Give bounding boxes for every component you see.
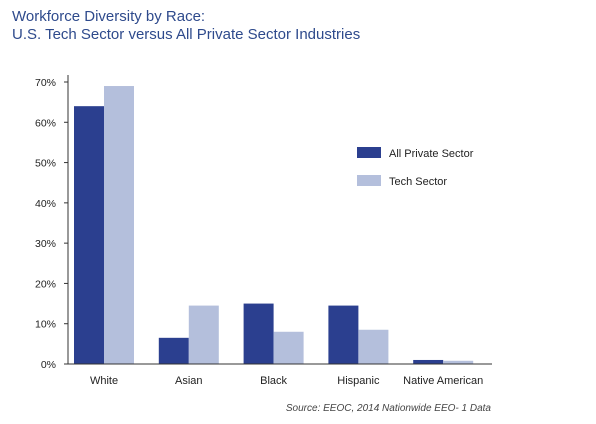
bar-all-private-sector-native-american [413, 359, 444, 364]
legend-label-all-private-sector: All Private Sector [389, 148, 474, 160]
y-tick-label: 10% [35, 319, 56, 331]
y-axis: 0% 10% 20% 30% 40% 50% 60% 70% [35, 77, 68, 371]
bar-tech-sector-native-american [443, 360, 474, 364]
legend-swatch-tech-sector [357, 175, 381, 186]
y-tick-label: 30% [35, 238, 56, 250]
bar-all-private-sector-hispanic [328, 305, 359, 364]
chart-title: Workforce Diversity by Race: [12, 8, 205, 25]
y-tick-label: 50% [35, 158, 56, 170]
chart-subtitle: U.S. Tech Sector versus All Private Sect… [12, 26, 360, 43]
bar-tech-sector-black [273, 331, 304, 364]
source-note: Source: EEOC, 2014 Nationwide EEO- 1 Dat… [286, 403, 492, 414]
bar-all-private-sector-asian [158, 337, 189, 364]
y-tick-label: 60% [35, 117, 56, 129]
y-tick-label: 40% [35, 198, 56, 210]
legend-swatch-all-private-sector [357, 147, 381, 158]
bar-tech-sector-hispanic [358, 329, 389, 364]
bar-all-private-sector-white [74, 106, 104, 365]
x-tick-label: Hispanic [337, 375, 380, 387]
x-tick-label: Asian [175, 375, 203, 387]
x-axis-labels: White Asian Black Hispanic Native American [90, 375, 483, 387]
bar-tech-sector-asian [188, 305, 219, 364]
x-tick-label: Black [260, 375, 287, 387]
bar-all-private-sector-black [243, 303, 274, 364]
y-tick-label: 20% [35, 278, 56, 290]
x-tick-label: Native American [403, 375, 483, 387]
y-tick-label: 0% [41, 359, 56, 371]
bars [74, 86, 474, 365]
bar-tech-sector-white [104, 86, 134, 365]
y-tick-label: 70% [35, 77, 56, 89]
x-tick-label: White [90, 375, 118, 387]
legend: All Private Sector Tech Sector [357, 147, 474, 188]
legend-label-tech-sector: Tech Sector [389, 176, 447, 188]
